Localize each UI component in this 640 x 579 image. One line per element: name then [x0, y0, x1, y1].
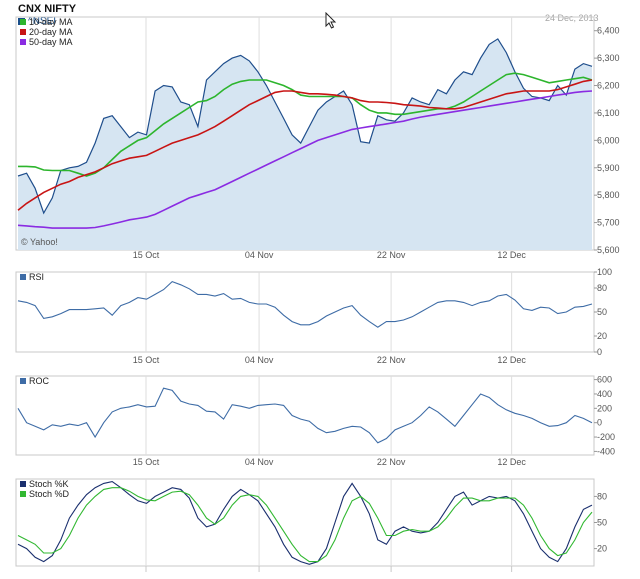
- legend-label-roc: ROC: [29, 376, 50, 386]
- roc-y-tick-label: 0: [597, 418, 602, 428]
- roc-panel-frame: [15, 375, 595, 456]
- rsi-y-tick-label: 0: [597, 347, 602, 357]
- roc-y-tick-label: 200: [597, 403, 612, 413]
- price-y-tick-label: 6,000: [597, 135, 620, 145]
- legend-swatch-20-day-ma: [20, 29, 26, 35]
- series-line-stoch-k: [17, 481, 593, 565]
- price-x-tick-label: 15 Oct: [133, 250, 160, 260]
- series-line-20-day-ma: [17, 79, 593, 211]
- rsi-x-tick-label: 15 Oct: [133, 355, 160, 365]
- rsi-y-tick-label: 80: [597, 283, 607, 293]
- price-series-line: [17, 38, 593, 215]
- legend-swatch-rsi: [20, 274, 26, 280]
- legend-swatch-stoch-k: [20, 481, 26, 487]
- price-y-tick-label: 6,300: [597, 53, 620, 63]
- roc-y-tick-label: 400: [597, 389, 612, 399]
- roc-y-tick-label: 600: [597, 375, 612, 385]
- price-y-tick-label: 6,200: [597, 81, 620, 91]
- price-x-tick-label: 22 Nov: [377, 250, 406, 260]
- series-line-roc: [17, 387, 593, 444]
- series-line-stoch-d: [17, 487, 593, 563]
- price-area-fill: [18, 38, 592, 251]
- legend-swatch-stoch-d: [20, 491, 26, 497]
- roc-x-tick-label: 22 Nov: [377, 457, 406, 467]
- roc-y-tick-label: -400: [597, 446, 615, 456]
- rsi-x-tick-label: 12 Dec: [497, 355, 526, 365]
- rsi-y-tick-label: 20: [597, 331, 607, 341]
- legend-label-stoch-d: Stoch %D: [29, 489, 70, 499]
- legend-swatch-50-day-ma: [20, 39, 26, 45]
- legend-label-stoch-k: Stoch %K: [29, 479, 69, 489]
- chart-date: 24 Dec, 2013: [545, 13, 599, 23]
- stoch-y-tick-label: 20: [597, 544, 607, 554]
- chart-title: CNX NIFTY: [18, 3, 77, 15]
- price-y-tick-label: 5,900: [597, 163, 620, 173]
- roc-x-tick-label: 04 Nov: [245, 457, 274, 467]
- rsi-x-tick-label: 04 Nov: [245, 355, 274, 365]
- price-x-tick-label: 12 Dec: [497, 250, 526, 260]
- rsi-panel-frame: [15, 271, 595, 353]
- series-line-50-day-ma: [17, 90, 593, 229]
- stoch-y-tick-label: 50: [597, 518, 607, 528]
- legend-label-rsi: RSI: [29, 272, 44, 282]
- roc-x-tick-label: 12 Dec: [497, 457, 526, 467]
- series-line-10-day-ma: [18, 72, 593, 177]
- series-line-rsi: [17, 280, 593, 328]
- legend-swatch-roc: [20, 378, 26, 384]
- rsi-x-tick-label: 22 Nov: [377, 355, 406, 365]
- price-y-tick-label: 5,600: [597, 245, 620, 255]
- legend-label-20-day-ma: 20-day MA: [29, 27, 73, 37]
- rsi-y-tick-label: 50: [597, 307, 607, 317]
- stoch-panel-frame: [15, 478, 595, 567]
- roc-x-tick-label: 15 Oct: [133, 457, 160, 467]
- price-y-tick-label: 5,800: [597, 190, 620, 200]
- price-y-tick-label: 6,100: [597, 108, 620, 118]
- price-y-tick-label: 6,400: [597, 26, 620, 36]
- roc-y-tick-label: -200: [597, 432, 615, 442]
- price-x-tick-label: 04 Nov: [245, 250, 274, 260]
- rsi-y-tick-label: 100: [597, 267, 612, 277]
- legend-label-10-day-ma: 10-day MA: [29, 17, 73, 27]
- symbol-label: ^NSEI: [28, 16, 57, 27]
- legend-label-50-day-ma: 50-day MA: [29, 37, 73, 47]
- legend-swatch-10-day-ma: [20, 19, 26, 25]
- mouse-cursor-icon: [325, 12, 337, 29]
- yahoo-watermark: © Yahoo!: [21, 237, 58, 247]
- price-y-tick-label: 5,700: [597, 218, 620, 228]
- stoch-y-tick-label: 80: [597, 491, 607, 501]
